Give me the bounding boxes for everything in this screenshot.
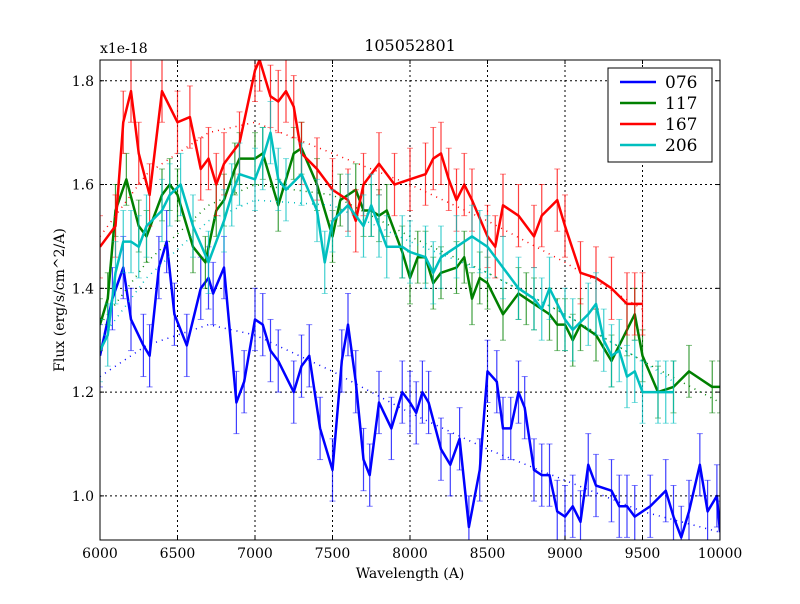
y-tick-label: 1.6 — [72, 178, 94, 194]
x-tick-label: 6500 — [160, 546, 196, 562]
x-tick-label: 9500 — [625, 546, 661, 562]
y-tick-label: 1.0 — [72, 489, 94, 505]
data-line-076 — [100, 240, 720, 539]
legend-box — [607, 67, 713, 163]
series-206 — [100, 101, 677, 424]
x-tick-label: 7500 — [315, 546, 351, 562]
legend-label-076: 076 — [665, 73, 697, 93]
data-line-206 — [100, 131, 674, 394]
series-076 — [100, 209, 720, 540]
y-axis-label: Flux (erg/s/cm^2/A) — [52, 228, 68, 372]
x-tick-label: 10000 — [698, 546, 743, 562]
x-tick-label: 6000 — [82, 546, 118, 562]
y-tick-label: 1.8 — [72, 74, 94, 90]
legend-label-117: 117 — [665, 94, 697, 114]
y-tick-label: 1.4 — [72, 281, 94, 297]
legend-label-167: 167 — [665, 115, 697, 135]
data-line-167 — [100, 60, 643, 306]
x-tick-label: 8000 — [392, 546, 428, 562]
x-tick-label: 7000 — [237, 546, 273, 562]
y-tick-label: 1.2 — [72, 385, 94, 401]
legend-label-206: 206 — [665, 136, 697, 156]
model-line-167 — [100, 121, 643, 310]
x-tick-label: 9000 — [547, 546, 583, 562]
y-offset-label: x1e-18 — [100, 41, 148, 57]
x-tick-label: 8500 — [470, 546, 506, 562]
x-axis-label: Wavelength (A) — [356, 566, 465, 582]
chart-title: 105052801 — [364, 36, 456, 55]
